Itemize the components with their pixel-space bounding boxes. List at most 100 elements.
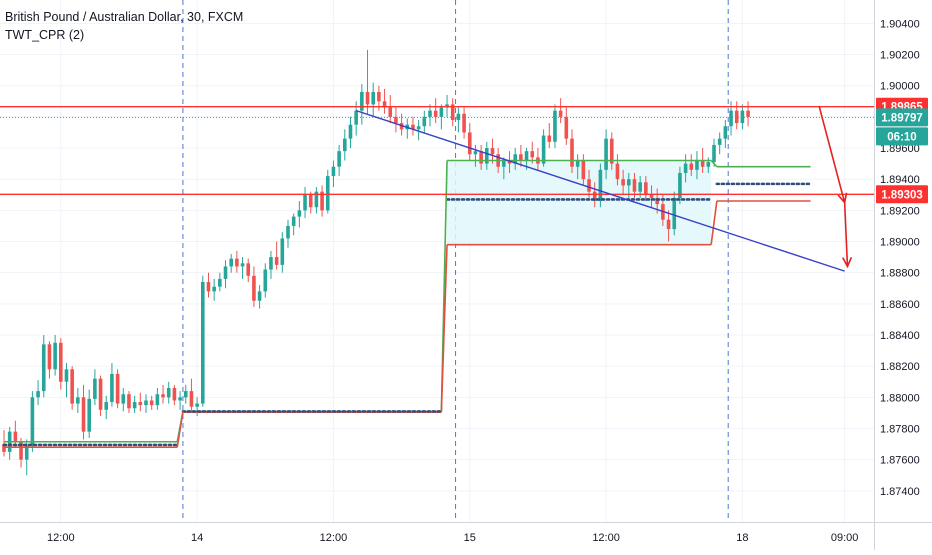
candle-body[interactable] [161, 394, 165, 398]
candle-body[interactable] [280, 238, 285, 265]
candle-body[interactable] [467, 132, 472, 155]
candle-body[interactable] [127, 394, 131, 409]
candle-body[interactable] [428, 110, 432, 117]
candle-body[interactable] [104, 402, 109, 410]
candle-body[interactable] [530, 151, 535, 158]
candle-body[interactable] [604, 138, 608, 170]
candle-body[interactable] [263, 269, 268, 292]
candle-body[interactable] [632, 179, 637, 192]
candle-body[interactable] [331, 166, 336, 177]
candle-body[interactable] [513, 154, 517, 164]
candle-body[interactable] [627, 179, 631, 186]
candle-body[interactable] [598, 169, 603, 202]
candle-body[interactable] [19, 440, 23, 460]
candle-body[interactable] [740, 110, 745, 124]
candle-body[interactable] [445, 104, 449, 108]
candle-body[interactable] [13, 431, 18, 441]
candle-body[interactable] [564, 116, 569, 139]
candle-body[interactable] [746, 110, 750, 117]
candle-body[interactable] [93, 378, 97, 399]
candle-body[interactable] [320, 191, 324, 211]
trend-line[interactable] [355, 109, 845, 272]
candle-body[interactable] [473, 151, 478, 155]
candle-body[interactable] [462, 113, 466, 133]
candle-body[interactable] [308, 194, 313, 208]
candle-body[interactable] [314, 191, 319, 208]
candle-body[interactable] [502, 160, 506, 167]
candle-body[interactable] [229, 258, 233, 267]
candle-body[interactable] [246, 263, 251, 276]
candle-body[interactable] [70, 369, 74, 404]
candle-body[interactable] [87, 398, 91, 432]
candle-body[interactable] [490, 148, 495, 155]
candle-body[interactable] [683, 163, 688, 173]
candle-body[interactable] [570, 138, 574, 167]
candle-body[interactable] [700, 160, 705, 167]
candle-body[interactable] [365, 91, 370, 105]
candle-body[interactable] [47, 344, 52, 370]
candle-body[interactable] [155, 394, 160, 406]
candle-body[interactable] [218, 278, 222, 287]
candle-body[interactable] [547, 135, 552, 142]
candle-body[interactable] [621, 179, 625, 186]
candle-body[interactable] [416, 126, 421, 130]
candle-body[interactable] [553, 110, 557, 142]
candle-body[interactable] [138, 402, 143, 406]
candle-body[interactable] [456, 113, 461, 120]
candle-body[interactable] [166, 387, 171, 398]
candle-body[interactable] [558, 110, 563, 117]
candle-body[interactable] [422, 116, 427, 127]
candle-body[interactable] [30, 397, 35, 446]
candle-body[interactable] [195, 403, 199, 407]
candle-body[interactable] [377, 91, 381, 102]
candle-body[interactable] [439, 107, 444, 117]
candle-body[interactable] [734, 110, 739, 124]
candle-body[interactable] [121, 394, 126, 404]
candle-body[interactable] [36, 391, 40, 398]
candle-body[interactable] [649, 194, 654, 198]
candle-body[interactable] [388, 107, 393, 117]
candle-body[interactable] [717, 138, 722, 145]
candle-body[interactable] [64, 369, 69, 382]
candle-body[interactable] [479, 151, 483, 164]
candle-body[interactable] [98, 378, 103, 410]
candle-body[interactable] [638, 182, 642, 192]
candle-body[interactable] [110, 373, 114, 403]
candle-body[interactable] [235, 258, 239, 267]
candle-body[interactable] [183, 391, 188, 398]
candle-body[interactable] [325, 176, 330, 211]
candle-body[interactable] [81, 397, 86, 432]
candle-body[interactable] [269, 257, 273, 270]
candle-body[interactable] [206, 282, 211, 292]
candle-body[interactable] [394, 116, 398, 124]
candle-body[interactable] [371, 91, 375, 105]
candle-body[interactable] [524, 151, 529, 161]
candle-body[interactable] [450, 104, 455, 120]
projection-arrow-shaft[interactable] [843, 202, 849, 267]
candle-body[interactable] [149, 400, 154, 406]
candle-body[interactable] [76, 397, 80, 404]
candle-body[interactable] [337, 151, 341, 167]
candle-body[interactable] [189, 391, 194, 407]
candle-body[interactable] [706, 162, 711, 167]
candle-body[interactable] [507, 160, 512, 164]
indicator-label[interactable]: TWT_CPR (2) [5, 28, 85, 42]
candle-body[interactable] [360, 91, 364, 111]
candle-body[interactable] [59, 342, 63, 382]
candle-body[interactable] [581, 160, 586, 180]
candle-body[interactable] [24, 445, 29, 460]
candle-body[interactable] [201, 282, 205, 404]
candle-body[interactable] [172, 387, 177, 401]
candle-body[interactable] [655, 197, 659, 205]
candle-body[interactable] [178, 397, 182, 401]
candle-body[interactable] [678, 172, 682, 198]
candle-body[interactable] [348, 124, 353, 139]
projection-arrow-shaft[interactable] [818, 105, 846, 203]
candle-body[interactable] [297, 210, 302, 217]
candle-body[interactable] [257, 291, 262, 301]
candle-body[interactable] [115, 373, 120, 404]
candle-body[interactable] [303, 194, 307, 211]
candle-body[interactable] [485, 148, 489, 164]
candle-body[interactable] [286, 225, 290, 239]
